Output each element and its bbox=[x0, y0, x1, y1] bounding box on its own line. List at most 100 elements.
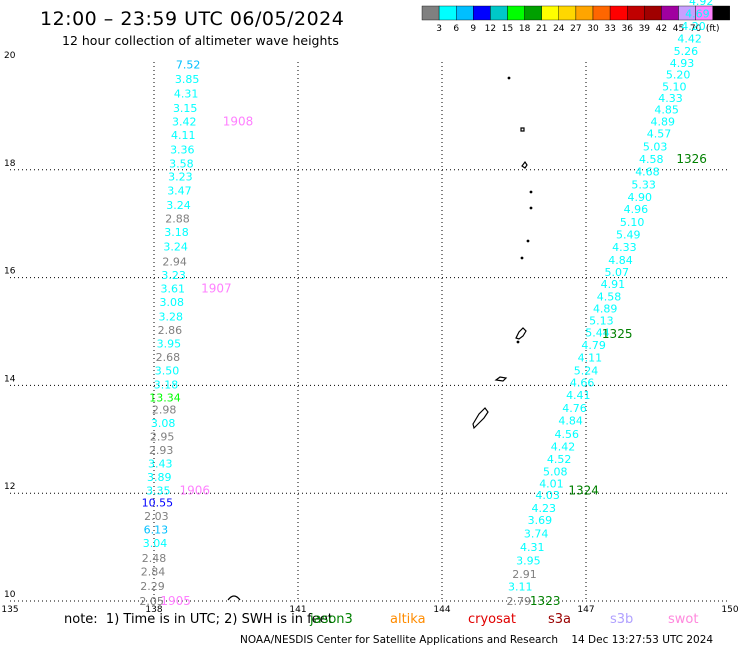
wave-height-point: 3.50 bbox=[155, 364, 180, 377]
wave-height-point: 4.92 bbox=[689, 0, 714, 8]
y-tick-label: 10 bbox=[4, 590, 16, 600]
wave-height-point: 3.08 bbox=[151, 417, 176, 430]
x-tick-label: 150 bbox=[721, 605, 738, 615]
wave-height-point: 6.13 bbox=[144, 523, 169, 536]
wave-height-point: 4.03 bbox=[535, 489, 560, 502]
wave-height-point: 3.89 bbox=[147, 471, 172, 484]
wave-height-point: 4.41 bbox=[566, 389, 591, 402]
color-scale-swatch bbox=[558, 5, 577, 21]
pass-number-label: 1906 bbox=[180, 484, 211, 498]
color-scale-swatch bbox=[712, 5, 731, 21]
wave-height-point: 2.88 bbox=[165, 212, 190, 225]
color-scale-swatch bbox=[592, 5, 611, 21]
wave-height-point: 3.58 bbox=[169, 157, 194, 170]
x-tick-label: 138 bbox=[145, 605, 162, 615]
wave-height-point: 2.68 bbox=[156, 351, 181, 364]
wave-height-point: 3.61 bbox=[160, 282, 185, 295]
wave-height-point: 3.85 bbox=[175, 73, 200, 86]
wave-height-point: 2.29 bbox=[140, 580, 165, 593]
wave-height-point: 4.23 bbox=[532, 502, 557, 515]
color-scale-swatch bbox=[421, 5, 440, 21]
wave-height-point: 3.08 bbox=[160, 296, 185, 309]
satellite-legend-cryosat: cryosat bbox=[468, 612, 516, 627]
color-scale-label: 45 bbox=[673, 24, 684, 34]
wave-height-point: 5.49 bbox=[616, 228, 641, 241]
wave-height-point: 2.05 bbox=[139, 595, 164, 608]
chart-subtitle: 12 hour collection of altimeter wave hei… bbox=[62, 33, 339, 48]
wave-height-point: 4.33 bbox=[658, 92, 683, 105]
x-tick-label: 135 bbox=[1, 605, 18, 615]
wave-height-point: 3.43 bbox=[148, 458, 173, 471]
color-scale-swatch bbox=[507, 5, 525, 21]
island-outline bbox=[472, 407, 489, 430]
wave-height-point: 4.20 bbox=[681, 20, 706, 33]
satellite-legend-s3a: s3a bbox=[548, 612, 572, 627]
satellite-legend-swot: swot bbox=[668, 612, 699, 627]
color-scale-swatch bbox=[524, 5, 542, 21]
wave-height-point: 4.58 bbox=[597, 290, 622, 303]
color-scale-label: 21 bbox=[536, 24, 547, 34]
note-text: note: 1) Time is in UTC; 2) SWH is in fe… bbox=[64, 612, 333, 627]
island-outline bbox=[520, 127, 525, 132]
credit-text: NOAA/NESDIS Center for Satellite Applica… bbox=[240, 634, 714, 646]
wave-height-point: 4.33 bbox=[612, 241, 637, 254]
wave-height-point: 4.76 bbox=[562, 402, 587, 415]
wave-height-point: 3.36 bbox=[170, 143, 195, 156]
pass-number-label: 1908 bbox=[223, 114, 254, 128]
wave-height-point: 5.24 bbox=[574, 364, 599, 377]
color-scale-swatch bbox=[438, 5, 457, 21]
wave-height-point: 3.28 bbox=[159, 310, 184, 323]
pass-number-label: 1905 bbox=[160, 594, 191, 608]
wave-height-point: 7.52 bbox=[176, 59, 201, 72]
island-outline bbox=[494, 376, 508, 382]
color-scale-swatch bbox=[661, 5, 679, 21]
wave-height-point: 2.93 bbox=[149, 444, 174, 457]
color-scale-swatch bbox=[490, 5, 508, 21]
color-scale-label: 70 bbox=[690, 24, 702, 34]
wave-height-point: 3.74 bbox=[524, 528, 549, 541]
color-scale-swatch bbox=[644, 5, 662, 21]
wave-height-point: 4.58 bbox=[639, 153, 664, 166]
color-scale-swatch bbox=[627, 5, 645, 21]
satellite-legend-jason3: jason3 bbox=[310, 612, 353, 627]
wave-height-point: 10.55 bbox=[142, 496, 174, 509]
wave-height-point: 2.79 bbox=[507, 595, 532, 608]
wave-height-point: 4.42 bbox=[551, 440, 576, 453]
x-tick-label: 141 bbox=[289, 605, 306, 615]
wave-height-point: 4.89 bbox=[593, 302, 618, 315]
wave-height-point: 5.26 bbox=[674, 45, 699, 58]
wave-height-point: 4.90 bbox=[628, 191, 653, 204]
color-scale-label: 33 bbox=[604, 24, 615, 34]
color-scale-label: 3 bbox=[436, 24, 442, 34]
wave-height-point: 2.94 bbox=[162, 255, 187, 268]
pass-number-label: 1325 bbox=[602, 327, 633, 341]
wave-height-point: 3.47 bbox=[167, 184, 192, 197]
wave-height-point: 2.98 bbox=[152, 404, 177, 417]
island-dot bbox=[529, 206, 533, 210]
color-scale-label: 18 bbox=[519, 24, 531, 34]
island-outline bbox=[521, 160, 528, 169]
wave-height-point: 2.84 bbox=[141, 565, 166, 578]
y-tick-label: 16 bbox=[4, 267, 16, 277]
wave-height-point: 13.34 bbox=[149, 391, 181, 404]
chart-title: 12:00 – 23:59 UTC 06/05/2024 bbox=[40, 8, 345, 30]
color-scale-label: 24 bbox=[553, 24, 565, 34]
wave-height-point: 4.31 bbox=[520, 541, 545, 554]
island-dot bbox=[529, 190, 533, 194]
wave-height-point: 3.18 bbox=[164, 226, 189, 239]
wave-height-point: 3.42 bbox=[172, 115, 197, 128]
wave-height-point: 3.24 bbox=[166, 199, 191, 212]
wave-height-point: 2.86 bbox=[158, 324, 183, 337]
pass-number-label: 1324 bbox=[568, 484, 599, 498]
wave-height-point: 4.01 bbox=[539, 477, 564, 490]
wave-height-point: 2.03 bbox=[144, 510, 169, 523]
color-scale-label: 30 bbox=[587, 24, 599, 34]
wave-height-point: 2.95 bbox=[150, 431, 175, 444]
color-scale-label: 9 bbox=[470, 24, 476, 34]
wave-height-point: 5.03 bbox=[643, 141, 668, 154]
color-scale-swatch bbox=[473, 5, 491, 21]
island-dot bbox=[526, 239, 530, 243]
color-scale-label: 15 bbox=[502, 24, 513, 34]
island-outline bbox=[515, 327, 527, 340]
